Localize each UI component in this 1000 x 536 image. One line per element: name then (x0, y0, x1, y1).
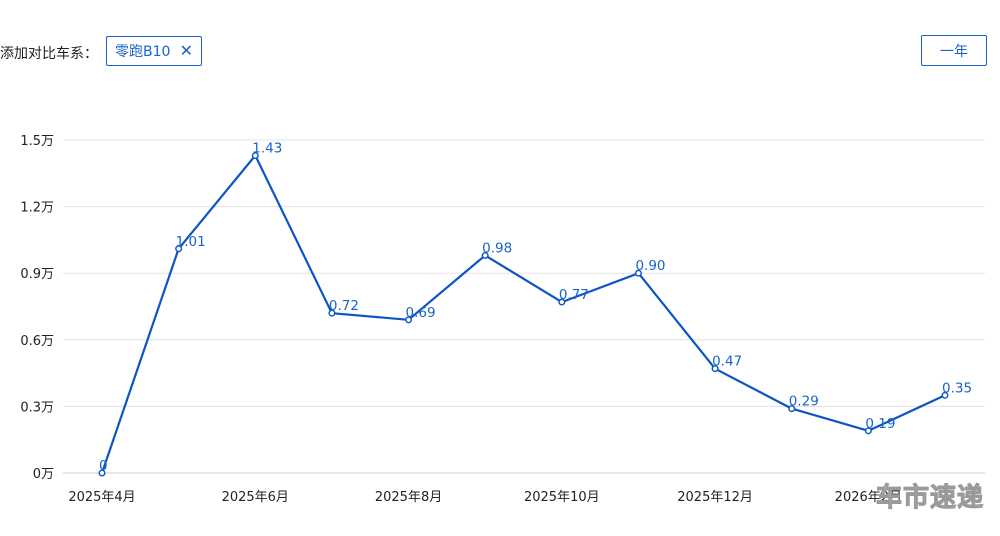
series-tag[interactable]: 零跑B10 ✕ (106, 36, 202, 66)
data-label: 0.19 (865, 416, 895, 432)
y-axis: 0万 0.3万 0.6万 0.9万 1.2万 1.5万 (20, 134, 54, 482)
data-label: 0 (99, 458, 108, 474)
compare-series-label: 添加对比车系： (0, 46, 98, 62)
y-tick-label: 0.3万 (20, 400, 54, 415)
x-tick-label: 2026年2月 (835, 490, 902, 505)
data-label: 1.43 (252, 141, 282, 157)
data-point[interactable] (941, 391, 949, 399)
x-axis: 2025年4月 2025年6月 2025年8月 2025年10月 2025年12月 202… (68, 490, 902, 505)
data-label: 1.01 (176, 234, 206, 250)
data-label: 0.98 (482, 240, 512, 256)
data-point[interactable] (864, 427, 872, 435)
x-tick-label: 2025年10月 (524, 490, 600, 505)
x-tick-label: 2025年12月 (677, 490, 753, 505)
data-point[interactable] (175, 245, 183, 253)
close-icon[interactable]: ✕ (179, 41, 193, 60)
data-point[interactable] (98, 469, 106, 477)
data-point[interactable] (481, 251, 489, 259)
x-tick-label: 2025年8月 (375, 490, 442, 505)
data-point[interactable] (711, 365, 719, 373)
watermark: 车市速递 (875, 483, 984, 514)
data-label: 0.77 (559, 287, 589, 303)
y-tick-label: 1.5万 (20, 134, 54, 149)
data-point[interactable] (634, 269, 642, 277)
data-point[interactable] (788, 405, 796, 413)
data-point[interactable] (405, 316, 413, 324)
series-tag-label: 零跑B10 (115, 44, 171, 60)
data-label: 0.90 (635, 258, 665, 274)
data-label: 0.72 (329, 298, 359, 314)
data-point[interactable] (251, 152, 259, 160)
y-tick-label: 0万 (33, 467, 54, 482)
data-label: 0.35 (942, 380, 972, 396)
data-labels: 0 1.01 1.43 0.72 0.69 0.98 0.77 0.90 0.47 0.29 0.1… (99, 141, 972, 474)
y-tick-label: 0.9万 (20, 267, 54, 282)
series-line (100, 154, 946, 474)
data-point[interactable] (558, 298, 566, 306)
period-one-year-button[interactable]: 一年 (921, 35, 987, 66)
y-tick-label: 1.2万 (20, 201, 54, 216)
grid-lines (63, 139, 985, 474)
data-label: 0.29 (789, 394, 819, 410)
data-label: 0.69 (406, 305, 436, 321)
x-tick-label: 2025年6月 (222, 490, 289, 505)
y-tick-label: 0.6万 (20, 334, 54, 349)
data-label: 0.47 (712, 354, 742, 370)
data-points (98, 152, 949, 477)
data-point[interactable] (328, 309, 336, 317)
x-tick-label: 2025年4月 (68, 490, 135, 505)
